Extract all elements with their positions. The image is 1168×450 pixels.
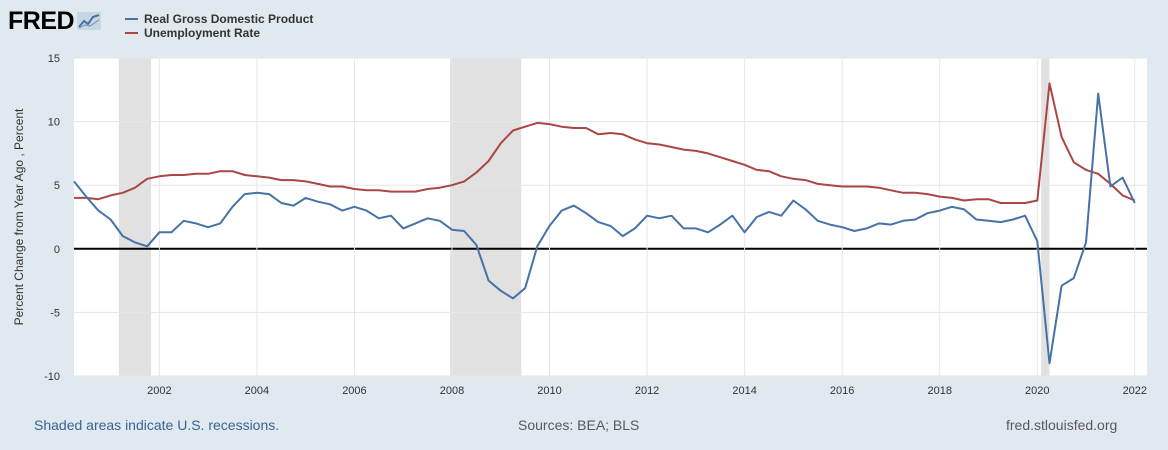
site-link[interactable]: fred.stlouisfed.org	[1006, 417, 1118, 433]
plot-area	[74, 58, 1147, 376]
x-tick-label: 2010	[537, 385, 561, 397]
legend-label-gdp: Real Gross Domestic Product	[144, 12, 314, 26]
fred-logo-text: FRED	[8, 6, 75, 35]
line-chart: -10 -5 0 5 10 15 2002 2004 2006 2008 2010 2012 2014…	[12, 53, 1147, 397]
y-tick-label: 0	[54, 244, 60, 256]
chart-header: FRED Real Gross Domestic Product Unemplo…	[0, 0, 1168, 56]
legend-swatch-unemployment	[125, 32, 138, 34]
y-tick-label: 15	[48, 53, 60, 65]
x-tick-label: 2002	[147, 385, 171, 397]
y-tick-label: -10	[44, 371, 60, 383]
chart-legend: Real Gross Domestic Product Unemployment…	[125, 12, 313, 40]
x-tick-label: 2020	[1025, 385, 1049, 397]
y-axis-label: Percent Change from Year Ago , Percent	[12, 108, 26, 325]
legend-label-unemployment: Unemployment Rate	[144, 26, 261, 40]
series-line-unemployment[interactable]	[74, 82, 1136, 204]
y-tick-label: 10	[48, 117, 60, 129]
recession-band	[1041, 58, 1050, 376]
sparkline-icon	[77, 12, 102, 30]
sources-note: Sources: BEA; BLS	[518, 417, 640, 433]
x-tick-label: 2022	[1123, 385, 1147, 397]
x-tick-label: 2004	[245, 385, 269, 397]
legend-swatch-gdp	[125, 18, 138, 20]
y-tick-label: -5	[50, 307, 60, 319]
x-tick-label: 2014	[732, 385, 756, 397]
legend-item-unemployment[interactable]: Unemployment Rate	[125, 26, 313, 40]
x-tick-label: 2012	[635, 385, 659, 397]
series-line-gdp[interactable]	[73, 92, 1136, 365]
legend-item-gdp[interactable]: Real Gross Domestic Product	[125, 12, 313, 26]
x-tick-label: 2016	[830, 385, 854, 397]
recession-note: Shaded areas indicate U.S. recessions.	[34, 417, 280, 433]
x-tick-label: 2008	[440, 385, 464, 397]
y-tick-label: 5	[54, 180, 60, 192]
fred-logo[interactable]: FRED	[8, 6, 102, 36]
recession-band	[118, 58, 152, 376]
recession-band	[450, 58, 522, 376]
x-tick-label: 2018	[927, 385, 951, 397]
x-tick-label: 2006	[342, 385, 366, 397]
